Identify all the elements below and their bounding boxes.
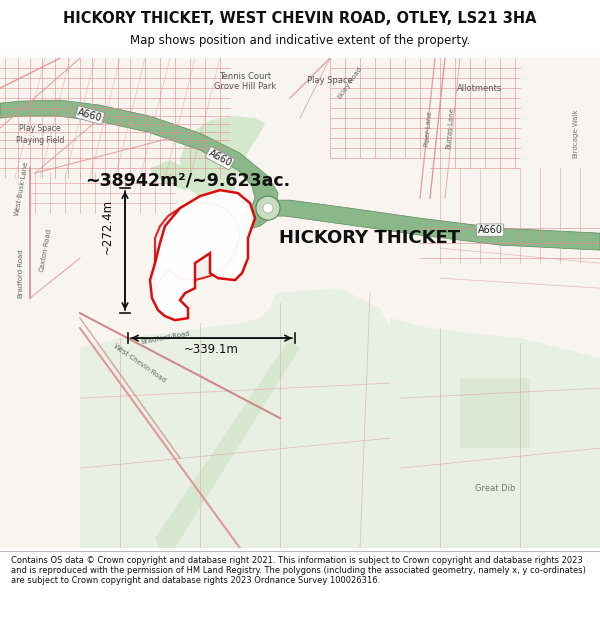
Circle shape — [263, 203, 273, 213]
Text: Bradford·Road: Bradford·Road — [17, 248, 23, 298]
Polygon shape — [390, 318, 600, 548]
Text: Great Dib: Great Dib — [475, 484, 515, 492]
Polygon shape — [150, 190, 255, 320]
Text: ~339.1m: ~339.1m — [184, 343, 239, 356]
Text: A660: A660 — [206, 148, 233, 168]
Text: A660: A660 — [478, 225, 503, 235]
Text: Play Space: Play Space — [307, 76, 353, 84]
Text: Play Space: Play Space — [19, 124, 61, 132]
Text: HICKORY THICKET: HICKORY THICKET — [280, 229, 461, 247]
Text: Contains OS data © Crown copyright and database right 2021. This information is : Contains OS data © Crown copyright and d… — [11, 556, 586, 586]
Polygon shape — [460, 378, 530, 448]
Polygon shape — [155, 338, 300, 548]
Circle shape — [256, 196, 280, 220]
Text: ~38942m²/~9.623ac.: ~38942m²/~9.623ac. — [85, 171, 290, 189]
Polygon shape — [268, 200, 600, 250]
Polygon shape — [150, 160, 200, 190]
Text: West·Busk·Lane: West·Busk·Lane — [14, 160, 30, 216]
Polygon shape — [0, 100, 278, 230]
Text: Bradford·Road: Bradford·Road — [140, 331, 190, 346]
Text: West·Chevin·Road: West·Chevin·Road — [112, 342, 167, 384]
Text: Map shows position and indicative extent of the property.: Map shows position and indicative extent… — [130, 34, 470, 47]
Text: HICKORY THICKET, WEST CHEVIN ROAD, OTLEY, LS21 3HA: HICKORY THICKET, WEST CHEVIN ROAD, OTLEY… — [63, 11, 537, 26]
Polygon shape — [80, 288, 390, 548]
Text: Grove Hill Park: Grove Hill Park — [214, 82, 276, 91]
Polygon shape — [155, 202, 240, 290]
Text: Piper·Lane: Piper·Lane — [424, 109, 433, 147]
Text: A660: A660 — [77, 107, 103, 123]
Polygon shape — [180, 116, 265, 208]
Text: ~272.4m: ~272.4m — [101, 199, 113, 254]
Text: Allotments: Allotments — [457, 84, 503, 92]
Text: Tennis Court: Tennis Court — [219, 72, 271, 81]
Text: Playing Field: Playing Field — [16, 136, 64, 144]
Text: Caxton·Road: Caxton·Road — [38, 228, 52, 272]
Text: Burras·Lane: Burras·Lane — [445, 107, 455, 149]
Text: Ilkley·Road: Ilkley·Road — [337, 66, 364, 101]
Text: Birdcage·Walk: Birdcage·Walk — [572, 108, 578, 158]
